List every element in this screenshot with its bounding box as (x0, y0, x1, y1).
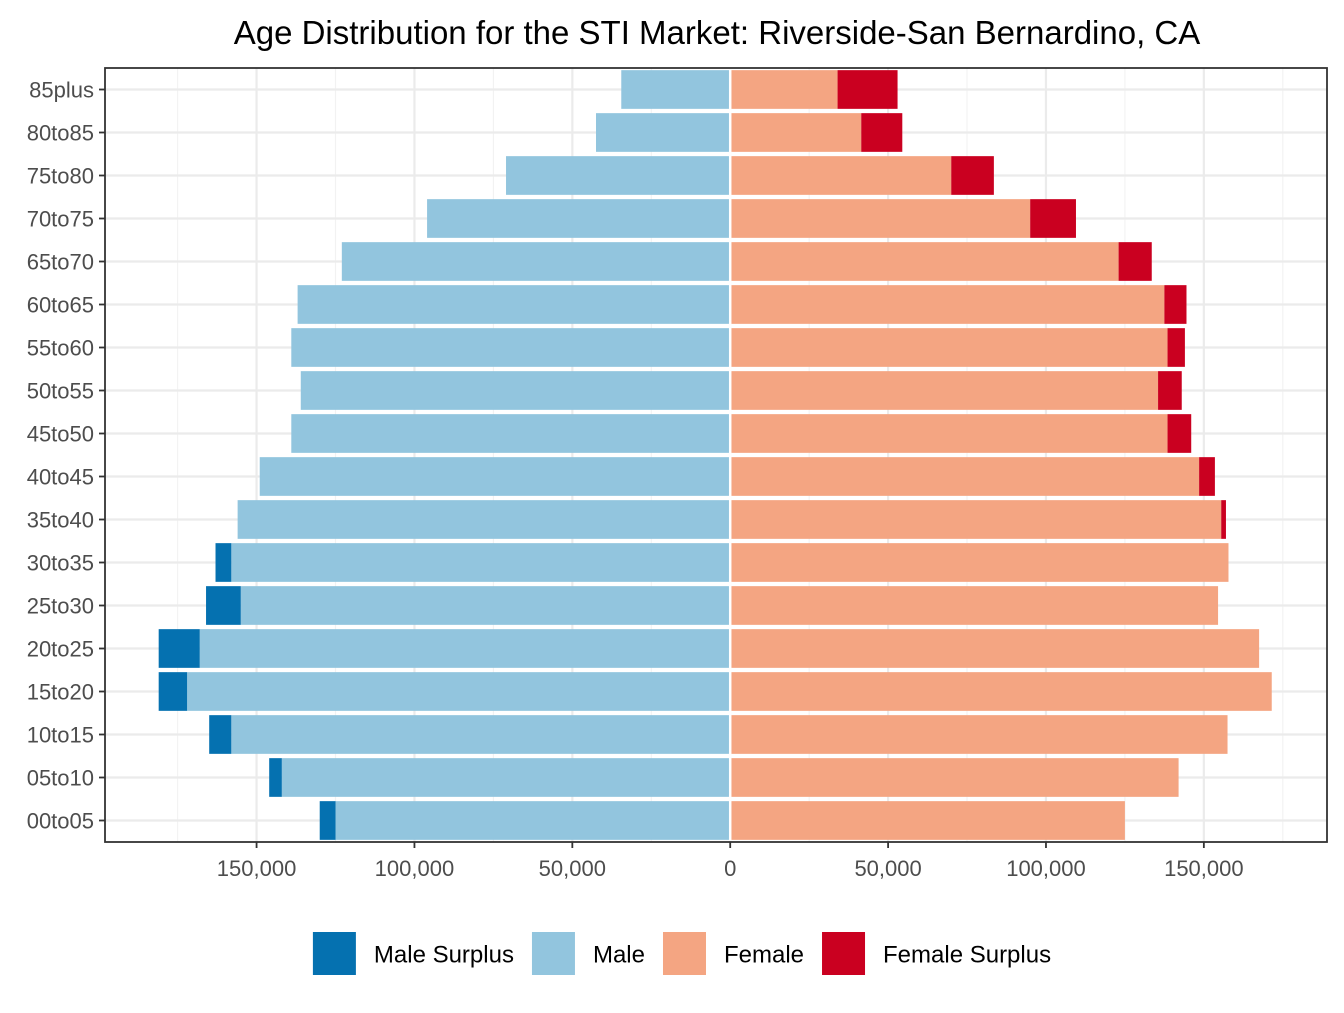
x-tick-label: 100,000 (375, 856, 455, 881)
y-tick-label: 45to50 (27, 422, 94, 447)
bar-male-75to80 (506, 156, 731, 195)
y-tick-label: 50to55 (27, 379, 94, 404)
bar-female-40to45 (730, 457, 1200, 496)
y-tick-label: 55to60 (27, 336, 94, 361)
bar-female-05to10 (730, 758, 1179, 797)
bar-male-25to30 (240, 586, 731, 625)
bar-female-55to60 (730, 328, 1168, 367)
y-tick-label: 25to30 (27, 594, 94, 619)
bar-female-surplus-85plus (837, 70, 898, 109)
chart-title: Age Distribution for the STI Market: Riv… (234, 14, 1201, 51)
bar-female-surplus-40to45 (1199, 457, 1215, 496)
bar-male-surplus-10to15 (209, 715, 232, 754)
y-tick-label: 00to05 (27, 809, 94, 834)
y-tick-label: 20to25 (27, 637, 94, 662)
bar-male-65to70 (341, 242, 731, 281)
panel-border (104, 67, 1328, 843)
bar-male-00to05 (335, 801, 731, 840)
legend-key-male (531, 932, 575, 975)
y-tick-label: 85plus (29, 78, 94, 103)
bar-female-60to65 (730, 285, 1165, 324)
y-tick-label: 75to80 (27, 164, 94, 189)
legend: Male Surplus Male Female Female Surplus (312, 932, 1051, 975)
bar-female-85plus (730, 70, 838, 109)
bar-female-10to15 (730, 715, 1228, 754)
bar-female-35to40 (730, 500, 1222, 539)
bar-female-30to35 (730, 543, 1229, 582)
bar-male-50to55 (300, 371, 731, 410)
legend-label-female: Female (724, 942, 804, 969)
bar-female-surplus-35to40 (1221, 500, 1226, 539)
legend-label-male-surplus: Male Surplus (374, 942, 514, 969)
x-tick-label: 100,000 (1006, 856, 1086, 881)
y-tick-label: 40to45 (27, 465, 94, 490)
bar-female-45to50 (730, 414, 1168, 453)
bar-female-00to05 (730, 801, 1125, 840)
bar-male-surplus-25to30 (206, 586, 241, 625)
bar-male-20to25 (199, 629, 731, 668)
bar-female-surplus-60to65 (1164, 285, 1187, 324)
y-tick-label: 60to65 (27, 293, 94, 318)
bar-male-85plus (621, 70, 731, 109)
bar-female-25to30 (730, 586, 1219, 625)
legend-key-female (662, 932, 706, 975)
bar-female-50to55 (730, 371, 1159, 410)
bar-male-55to60 (291, 328, 731, 367)
x-tick-label: 0 (724, 856, 736, 881)
y-tick-label: 10to15 (27, 723, 94, 748)
x-tick-label: 50,000 (854, 856, 921, 881)
bar-male-05to10 (281, 758, 731, 797)
y-tick-label: 65to70 (27, 250, 94, 275)
bar-female-15to20 (730, 672, 1272, 711)
axis-layer: 00to05 05to10 10to15 15to20 20to25 25to30 30to… (27, 78, 1244, 882)
y-tick-label: 35to40 (27, 508, 94, 533)
bar-female-surplus-80to85 (861, 113, 903, 152)
bar-female-surplus-50to55 (1158, 371, 1182, 410)
bar-male-surplus-05to10 (269, 758, 282, 797)
bar-male-70to75 (427, 199, 731, 238)
bar-female-surplus-45to50 (1167, 414, 1192, 453)
bar-male-60to65 (297, 285, 731, 324)
bar-male-30to35 (231, 543, 731, 582)
bar-male-10to15 (231, 715, 731, 754)
x-tick-label: 150,000 (1164, 856, 1244, 881)
bar-female-20to25 (730, 629, 1260, 668)
bar-female-65to70 (730, 242, 1119, 281)
y-tick-label: 15to20 (27, 680, 94, 705)
x-tick-label: 150,000 (217, 856, 297, 881)
bar-female-surplus-55to60 (1167, 328, 1185, 367)
bar-male-40to45 (259, 457, 731, 496)
y-tick-label: 30to35 (27, 551, 94, 576)
bar-male-surplus-00to05 (319, 801, 336, 840)
bar-male-45to50 (291, 414, 731, 453)
bar-female-70to75 (730, 199, 1031, 238)
y-tick-label: 80to85 (27, 121, 94, 146)
bar-female-surplus-70to75 (1030, 199, 1076, 238)
bar-male-surplus-20to25 (158, 629, 200, 668)
y-tick-label: 70to75 (27, 207, 94, 232)
bars-layer (158, 68, 1272, 842)
legend-label-female-surplus: Female Surplus (883, 942, 1051, 969)
legend-label-male: Male (593, 942, 645, 969)
legend-key-male-surplus (312, 932, 356, 975)
bar-female-80to85 (730, 113, 862, 152)
bar-male-80to85 (596, 113, 731, 152)
bar-male-surplus-30to35 (215, 543, 232, 582)
bar-male-surplus-15to20 (158, 672, 188, 711)
x-tick-label: 50,000 (539, 856, 606, 881)
bar-female-surplus-65to70 (1118, 242, 1152, 281)
bar-male-35to40 (237, 500, 731, 539)
bar-female-75to80 (730, 156, 952, 195)
legend-key-female-surplus (822, 932, 866, 975)
bar-male-15to20 (187, 672, 731, 711)
bar-female-surplus-75to80 (951, 156, 994, 195)
y-tick-label: 05to10 (27, 766, 94, 791)
